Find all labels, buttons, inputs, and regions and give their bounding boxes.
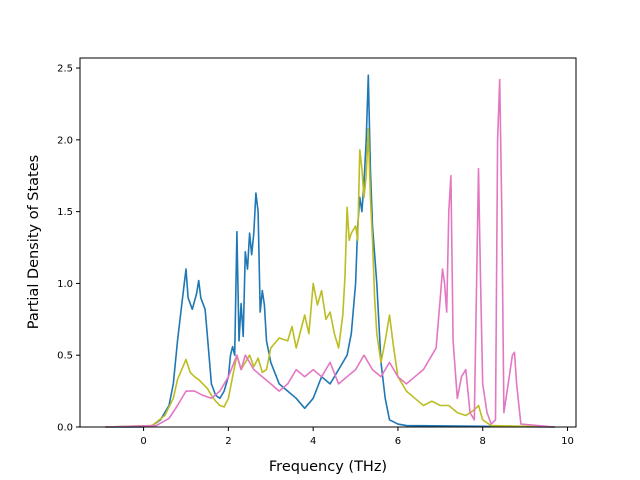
x-tick-label: 2 — [225, 436, 231, 447]
plot-area — [79, 57, 577, 428]
y-tick-label: 1.5 — [57, 207, 73, 218]
y-tick-label: 2.5 — [57, 64, 73, 75]
y-axis-label: Partial Density of States — [26, 155, 42, 329]
y-tick-label: 0.0 — [57, 423, 73, 434]
y-tick-label: 2.0 — [57, 135, 73, 146]
x-tick-label: 8 — [480, 436, 486, 447]
series-line-2 — [105, 127, 555, 428]
series-line-3 — [105, 78, 555, 428]
series-layer — [105, 74, 555, 428]
y-ticks: 0.0 0.5 1.0 1.5 2.0 2.5 — [57, 64, 80, 434]
y-tick-label: 0.5 — [57, 351, 73, 362]
x-tick-label: 10 — [561, 436, 574, 447]
x-axis-label: Frequency (THz) — [269, 459, 387, 475]
y-tick-label: 1.0 — [57, 279, 73, 290]
x-tick-label: 6 — [395, 436, 401, 447]
x-tick-label: 0 — [140, 436, 146, 447]
x-tick-label: 4 — [310, 436, 316, 447]
axes-frame — [79, 57, 577, 428]
series-line-1 — [105, 74, 555, 428]
x-ticks: 0 2 4 6 8 10 — [140, 427, 574, 447]
